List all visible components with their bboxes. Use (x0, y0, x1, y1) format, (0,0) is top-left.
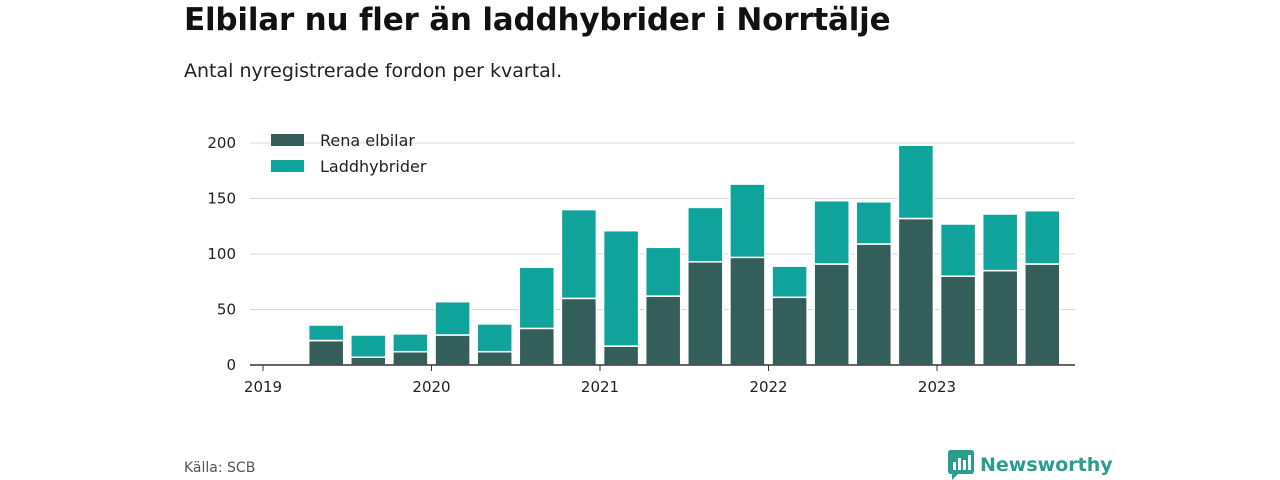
bar-laddhybrider (729, 183, 766, 259)
bar-rena-elbilar (518, 327, 556, 366)
x-tick-label: 2021 (581, 378, 619, 396)
bar-rena-elbilar (350, 356, 387, 366)
bar-laddhybrider (1024, 209, 1061, 265)
x-tick-label: 2019 (244, 378, 282, 396)
y-tick-label: 0 (226, 356, 236, 374)
bar-laddhybrider (476, 323, 513, 353)
bar-laddhybrider (687, 206, 724, 263)
bar-rena-elbilar (476, 350, 513, 366)
brand-logo: Newsworthy (948, 450, 1113, 480)
legend-swatch (271, 160, 304, 172)
bar-laddhybrider (560, 208, 598, 300)
brand-name: Newsworthy (980, 454, 1113, 476)
bar-rena-elbilar (855, 243, 893, 366)
bar-rena-elbilar (687, 261, 724, 366)
bar-laddhybrider (771, 265, 808, 299)
bar-rena-elbilar (981, 269, 1019, 366)
legend-swatch (271, 134, 304, 146)
x-tick-label: 2023 (918, 378, 956, 396)
bar-laddhybrider (392, 333, 429, 353)
x-tick-label: 2022 (749, 378, 787, 396)
bar-laddhybrider (644, 246, 682, 297)
bar-rena-elbilar (602, 345, 640, 366)
bar-rena-elbilar (939, 275, 977, 366)
bar-laddhybrider (855, 201, 893, 245)
bar-laddhybrider (897, 144, 935, 220)
bar-laddhybrider (434, 300, 471, 336)
y-tick-label: 50 (217, 301, 236, 319)
legend-label: Rena elbilar (320, 131, 415, 150)
newsworthy-logo-icon (948, 450, 974, 480)
y-tick-label: 150 (207, 190, 236, 208)
legend-label: Laddhybrider (320, 157, 427, 176)
bar-rena-elbilar (307, 339, 345, 366)
bar-rena-elbilar (560, 297, 598, 366)
bar-laddhybrider (939, 223, 977, 277)
bar-rena-elbilar (897, 217, 935, 366)
bar-rena-elbilar (434, 334, 471, 366)
bar-laddhybrider (518, 266, 556, 330)
bar-laddhybrider (813, 199, 850, 265)
bar-rena-elbilar (644, 295, 682, 366)
y-tick-label: 200 (207, 134, 236, 152)
bar-laddhybrider (981, 213, 1019, 272)
chart-subtitle: Antal nyregistrerade fordon per kvartal. (184, 60, 563, 82)
bar-rena-elbilar (729, 256, 766, 366)
bar-laddhybrider (307, 324, 345, 342)
bar-laddhybrider (350, 334, 387, 358)
bar-rena-elbilar (771, 296, 808, 366)
source-note: Källa: SCB (184, 460, 256, 476)
bar-rena-elbilar (392, 350, 429, 366)
x-tick-label: 2020 (412, 378, 450, 396)
y-tick-label: 100 (207, 245, 236, 263)
bar-laddhybrider (602, 229, 640, 347)
chart-title: Elbilar nu fler än laddhybrider i Norrtä… (184, 2, 891, 38)
bar-rena-elbilar (1024, 263, 1061, 366)
bar-rena-elbilar (813, 263, 850, 366)
